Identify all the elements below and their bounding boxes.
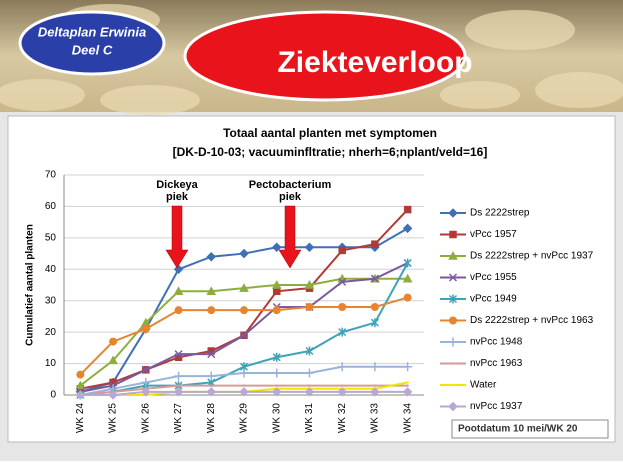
point [142,325,150,333]
x-tick-label: WK 25 [108,403,119,433]
point [341,384,343,386]
annotation: piek [279,191,302,203]
point [404,206,411,213]
legend-marker [452,362,454,364]
annotation: Pectobacterium [249,179,332,191]
legend-label: nvPcc 1963 [470,358,523,369]
slide-title: Ziekteverloop [277,46,472,79]
y-tick-label: 10 [45,358,57,369]
y-tick-label: 20 [45,327,57,338]
legend-label: Ds 2222strep + nvPcc 1963 [470,315,594,326]
point [273,288,280,295]
legend-label: vPcc 1949 [470,294,517,305]
x-tick-label: WK 30 [271,403,282,433]
slide: Deltaplan Erwinia Deel C Ziekteverloop P… [0,0,623,461]
point [207,306,215,314]
point [374,384,376,386]
point [308,384,310,386]
legend-marker [452,384,454,386]
point [76,371,84,379]
y-tick-label: 50 [45,232,57,243]
point [406,381,408,383]
point [404,294,412,302]
point [175,306,183,314]
chart-title: Totaal aantal planten met symptomen [223,126,437,140]
point [339,247,346,254]
legend-label: Ds 2222strep [470,208,530,219]
badge-line: Deltaplan Erwinia [38,24,146,39]
point [338,303,346,311]
x-tick-label: WK 24 [75,403,86,433]
point [371,303,379,311]
point [273,306,281,314]
point [243,384,245,386]
point [371,241,378,248]
y-tick-label: 30 [45,295,57,306]
legend-label: nvPcc 1948 [470,337,523,348]
x-tick-label: WK 26 [140,403,151,433]
x-tick-label: WK 33 [370,403,381,433]
x-tick-label: WK 29 [239,403,250,433]
legend-label: Ds 2222strep + nvPcc 1937 [470,251,594,262]
x-tick-label: WK 31 [304,403,315,433]
x-tick-label: WK 32 [337,403,348,433]
legend-label: nvPcc 1937 [470,401,523,412]
legend-marker [449,317,457,325]
legend-label: Water [470,380,497,391]
point [177,384,179,386]
legend-label: vPcc 1957 [470,229,517,240]
y-tick-label: 0 [50,390,56,401]
x-tick-label: WK 27 [173,403,184,433]
chart-subtitle: [DK-D-10-03; vacuuminfltratie; nherh=6;n… [173,145,488,159]
point [109,338,117,346]
annotation: Dickeya [156,179,198,191]
point [305,303,313,311]
y-axis-title: Cumulatief aantal planten [25,224,36,346]
y-tick-label: 40 [45,264,57,275]
note: Pootdatum 10 mei/WK 20 [458,424,578,435]
point [240,306,248,314]
point [276,384,278,386]
x-tick-label: WK 34 [402,403,413,433]
legend-label: vPcc 1955 [470,272,517,283]
badge-line: Deel C [72,42,113,57]
y-tick-label: 60 [45,201,57,212]
y-tick-label: 70 [45,170,57,181]
point [210,384,212,386]
point [406,384,408,386]
legend-marker [450,231,457,238]
x-tick-label: WK 28 [206,403,217,433]
annotation: piek [166,191,189,203]
